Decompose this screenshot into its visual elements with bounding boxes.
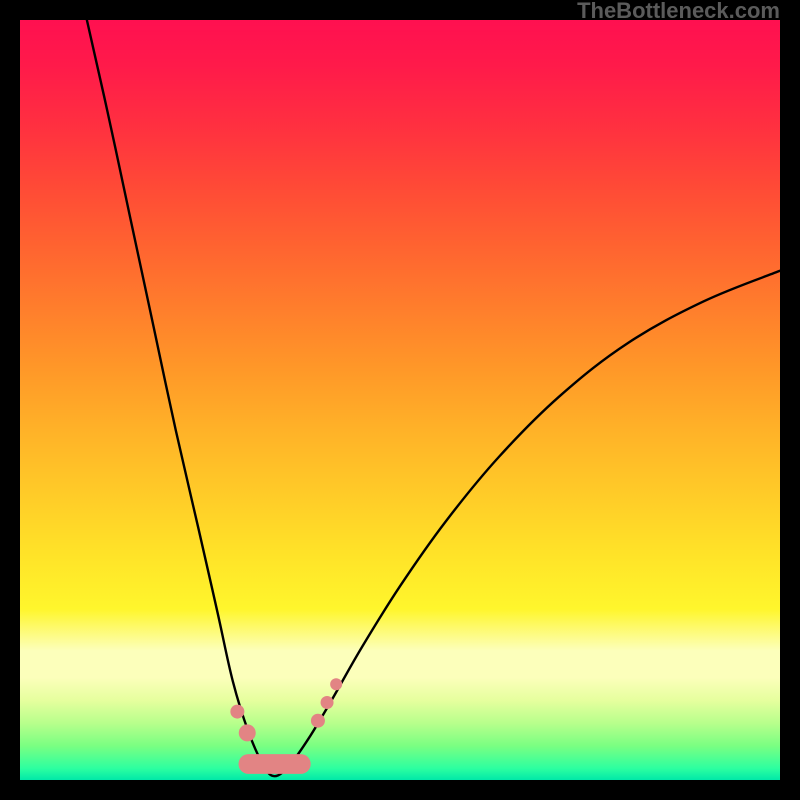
valley-dot <box>330 678 342 690</box>
bottleneck-chart: TheBottleneck.com <box>0 0 800 800</box>
valley-dot <box>239 724 256 741</box>
plot-background <box>20 20 780 780</box>
watermark-text: TheBottleneck.com <box>577 0 780 23</box>
valley-dot <box>321 696 334 709</box>
valley-dot <box>230 705 244 719</box>
valley-dot <box>311 714 325 728</box>
valley-pill <box>239 754 311 774</box>
